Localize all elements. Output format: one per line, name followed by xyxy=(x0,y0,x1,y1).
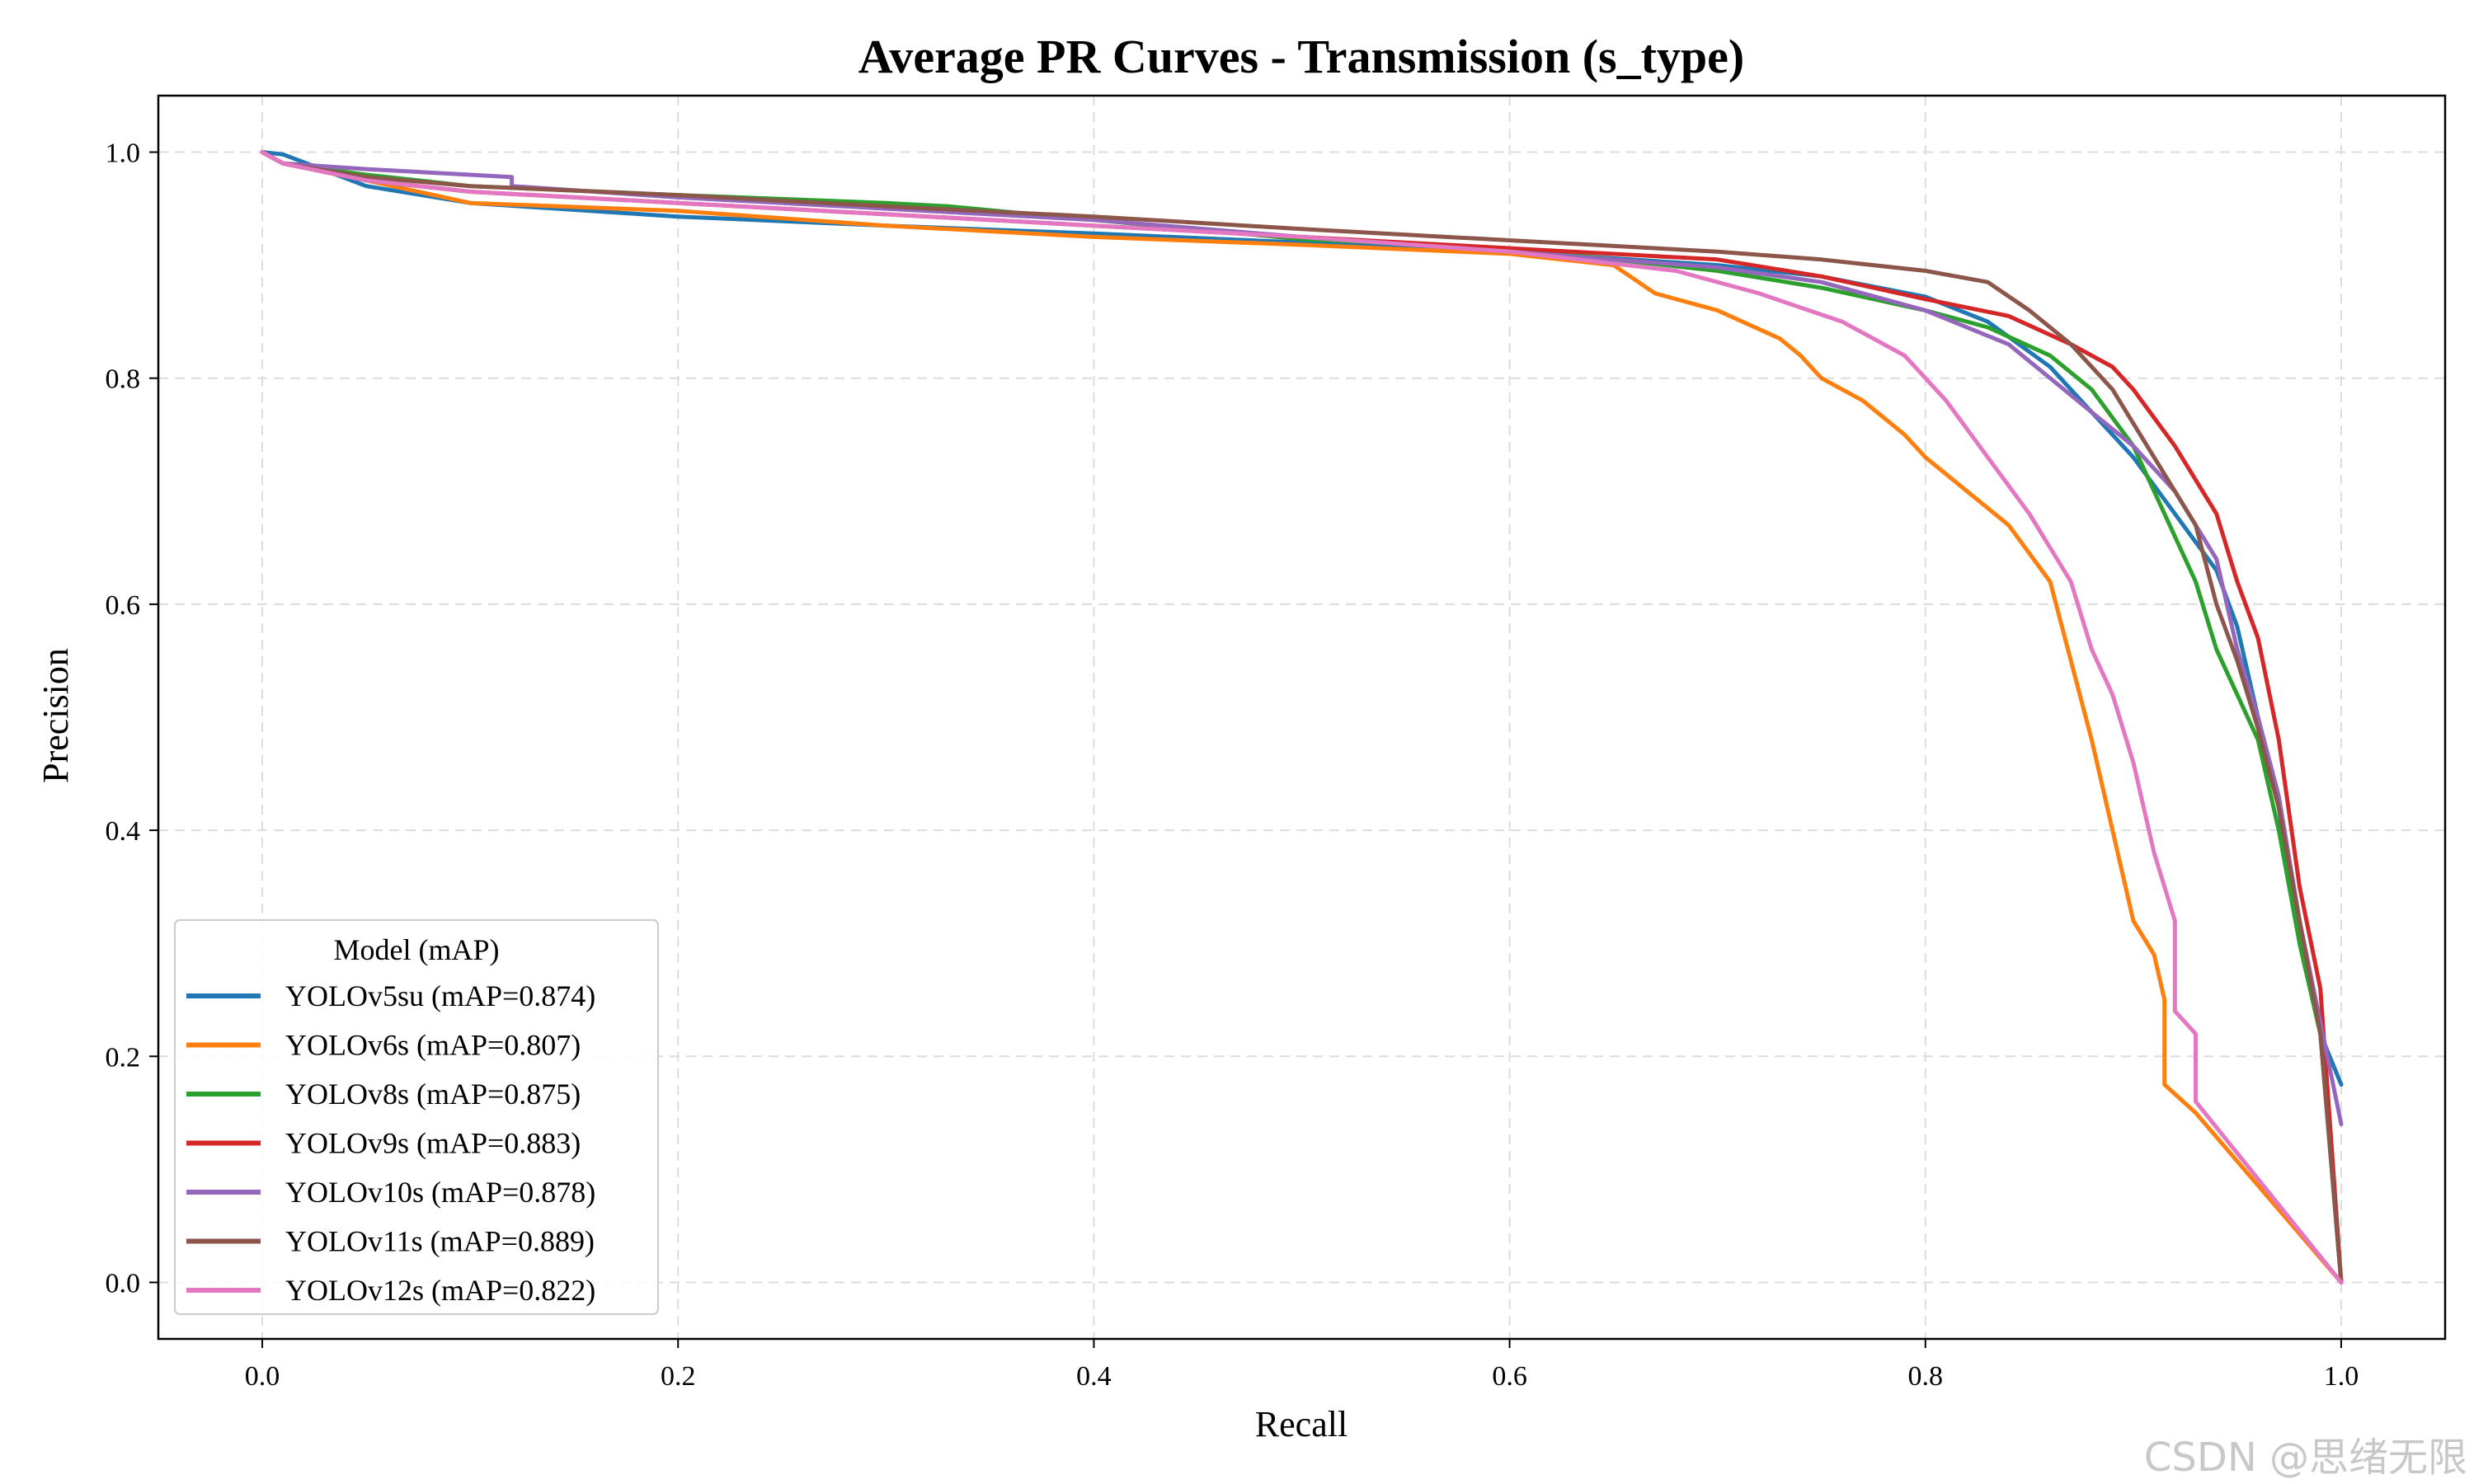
pr-curve-yolov6s xyxy=(260,150,2344,1284)
legend-label-yolov5su: YOLOv5su (mAP=0.874) xyxy=(285,979,595,1012)
legend-title: Model (mAP) xyxy=(334,933,500,966)
y-tick-label: 1.0 xyxy=(106,139,141,169)
legend-label-yolov8s: YOLOv8s (mAP=0.875) xyxy=(285,1078,581,1111)
watermark: CSDN @思绪无限 xyxy=(2143,1435,2467,1481)
x-tick-label: 1.0 xyxy=(2324,1361,2359,1392)
legend-box xyxy=(174,919,659,1315)
plot-frame xyxy=(157,94,2447,1341)
chart-title: Average PR Curves - Transmission (s_type… xyxy=(858,30,1745,83)
y-tick-label: 0.4 xyxy=(106,816,141,847)
x-tick-label: 0.8 xyxy=(1908,1361,1944,1392)
x-tick-label: 0.2 xyxy=(661,1361,696,1392)
legend-label-yolov11s: YOLOv11s (mAP=0.889) xyxy=(285,1225,595,1258)
legend: Model (mAP) YOLOv5su (mAP=0.874) YOLOv6s … xyxy=(174,919,659,1315)
legend-label-yolov9s: YOLOv9s (mAP=0.883) xyxy=(285,1127,581,1160)
tick-layer: 0.0 0.2 0.4 0.6 0.8 1.0 0.0 0.2 0.4 0.6 0.8 1.0 xyxy=(106,139,2359,1392)
x-tick-label: 0.6 xyxy=(1492,1361,1527,1392)
pr-curve-yolov12s xyxy=(260,150,2344,1284)
x-axis-label: Recall xyxy=(1255,1404,1348,1444)
legend-label-yolov6s: YOLOv6s (mAP=0.807) xyxy=(285,1029,581,1062)
y-tick-label: 0.8 xyxy=(106,364,141,395)
y-tick-label: 0.2 xyxy=(106,1042,141,1073)
y-axis-label: Precision xyxy=(35,648,76,783)
y-tick-label: 0.6 xyxy=(106,590,141,621)
x-tick-label: 0.4 xyxy=(1076,1361,1112,1392)
pr-curve-yolov11s xyxy=(260,150,2344,1284)
series-layer xyxy=(260,150,2344,1284)
y-tick-label: 0.0 xyxy=(106,1268,141,1298)
legend-label-yolov12s: YOLOv12s (mAP=0.822) xyxy=(285,1274,595,1307)
x-tick-label: 0.0 xyxy=(245,1361,280,1392)
legend-label-yolov10s: YOLOv10s (mAP=0.878) xyxy=(285,1176,595,1209)
